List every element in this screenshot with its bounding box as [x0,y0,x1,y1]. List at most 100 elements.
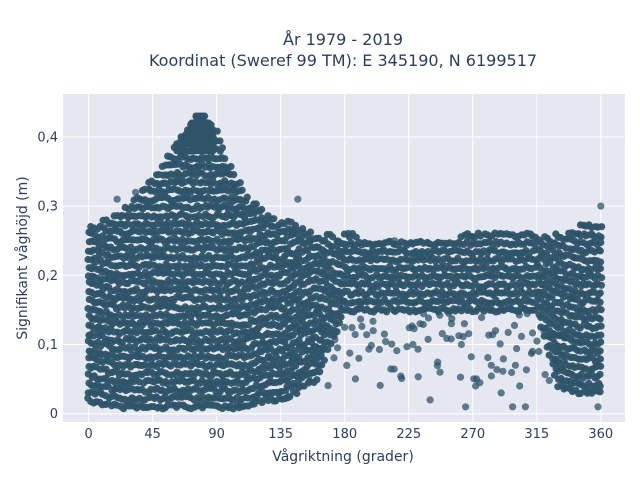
data-point [522,366,531,374]
data-point [390,237,399,245]
data-point [465,330,473,338]
data-point [597,338,605,346]
data-point [508,403,517,411]
data-point [491,327,500,335]
data-point [320,356,328,364]
x-tick-label: 270 [460,427,485,442]
data-point [596,264,605,273]
data-point [521,403,530,411]
y-axis-ticks: 0 0,1 0,2 0,3 0,4 [37,130,58,422]
data-point [596,247,604,255]
data-point [209,147,217,155]
x-tick-label: 180 [332,427,357,442]
data-point [459,333,467,341]
data-point [331,336,339,344]
data-point [487,372,495,380]
data-point [516,382,524,390]
data-point [363,331,371,339]
data-point [513,345,521,353]
data-point [508,368,516,377]
data-point [594,403,602,411]
data-point [236,179,244,187]
data-point [597,233,605,241]
data-point [436,311,444,319]
data-point [227,162,235,171]
data-point [596,347,604,355]
data-point [221,155,229,163]
data-point [548,293,556,301]
data-point [472,382,480,390]
data-point [419,310,428,318]
data-point [499,367,507,375]
data-point [414,345,422,353]
data-point [375,345,383,354]
data-point [597,362,605,370]
data-point [510,321,519,329]
data-point [352,233,360,241]
x-axis-title: Vågriktning (grader) [272,448,414,465]
y-tick-label: 0,3 [37,200,58,215]
data-point [393,347,401,355]
data-point [335,319,343,327]
data-point [333,328,341,336]
y-tick-label: 0,4 [37,130,58,145]
data-point [456,373,465,381]
data-point [462,403,470,411]
data-point [398,374,406,383]
data-point [478,313,486,322]
data-point [258,205,266,214]
data-point [467,353,475,361]
data-point [333,344,342,352]
data-point [243,193,251,201]
data-point [343,361,351,369]
x-tick-label: 90 [208,427,225,442]
data-point [447,320,455,328]
data-point [388,340,396,348]
data-point [596,382,604,390]
data-point [424,335,432,343]
data-point [330,354,338,362]
data-point [341,323,349,331]
data-point [493,366,501,374]
data-point [132,188,140,196]
x-tick-label: 135 [268,427,293,442]
x-tick-label: 360 [588,427,613,442]
data-point [324,382,332,390]
data-point [457,340,465,349]
data-point [346,349,354,357]
data-point [447,335,455,343]
x-axis-ticks: 0 45 90 135 180 225 270 315 360 [84,427,613,442]
data-point [376,381,384,389]
chart-title-line1: År 1979 - 2019 [283,30,403,49]
data-point [597,331,605,339]
data-point [487,361,495,369]
data-point [348,324,356,332]
data-point [596,370,604,378]
data-point [528,329,537,337]
data-point [535,347,543,356]
data-point [351,330,359,339]
data-point [230,171,238,179]
y-tick-label: 0,1 [37,338,58,353]
data-point [316,368,324,376]
data-point [286,393,294,401]
data-point [408,322,416,330]
data-point [306,228,315,236]
data-point [205,119,213,127]
data-point [438,330,446,338]
data-point [414,373,422,381]
data-point [484,354,492,362]
x-tick-label: 0 [84,427,92,442]
data-point [294,195,302,203]
data-point [426,396,434,404]
data-point [358,322,366,330]
data-point [292,221,300,230]
data-point [249,261,257,269]
data-point [515,311,523,319]
data-point [209,126,217,134]
data-point [252,200,260,208]
data-point [596,355,605,363]
data-point [597,238,605,247]
data-point [390,365,398,373]
